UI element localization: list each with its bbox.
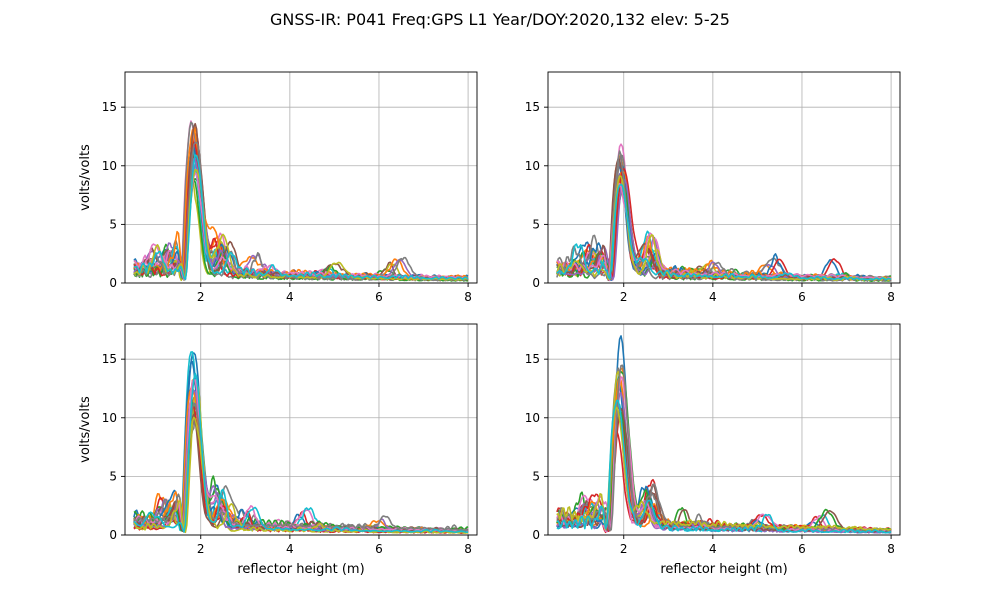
y-tick-label: 10: [525, 411, 540, 425]
x-tick-label: 8: [464, 290, 472, 304]
x-tick-label: 8: [887, 542, 895, 556]
panel-bottom-left: 2 4 6 8 0 5 10 15 reflector height (m) volts/volt…: [78, 323, 478, 577]
y-axis-label: volts/volts: [78, 396, 93, 463]
x-axis-label: reflector height (m): [660, 562, 787, 577]
series-line: [133, 169, 469, 281]
y-tick-label: 0: [109, 528, 117, 542]
y-tick-label: 0: [532, 276, 540, 290]
y-tick-label: 5: [109, 217, 117, 231]
x-tick-label: 6: [375, 542, 383, 556]
axes-frame: [124, 71, 478, 284]
axes-frame: [124, 323, 478, 536]
panels: 2 4 6 8 0 5 10 15 volts/volts 2 4 6 8 0 5 10 15 2 4 6 8 0 5 10 1…: [78, 71, 901, 577]
y-tick-label: 15: [525, 100, 540, 114]
series-line: [556, 183, 892, 281]
panel-top-left: 2 4 6 8 0 5 10 15 volts/volts: [78, 71, 478, 304]
axes-frame: [547, 71, 901, 284]
x-tick-label: 4: [286, 542, 294, 556]
series-group: [133, 120, 469, 282]
series-line: [133, 372, 469, 533]
panel-bottom-right: 2 4 6 8 0 5 10 15 reflector height (m): [525, 323, 901, 577]
y-tick-label: 5: [532, 469, 540, 483]
y-tick-label: 15: [525, 352, 540, 366]
x-tick-label: 4: [709, 290, 717, 304]
y-tick-label: 10: [102, 159, 117, 173]
x-tick-label: 6: [798, 290, 806, 304]
x-tick-label: 2: [620, 542, 628, 556]
y-axis-label: volts/volts: [78, 144, 93, 211]
x-tick-label: 4: [286, 290, 294, 304]
y-tick-label: 15: [102, 100, 117, 114]
series-group: [556, 143, 892, 282]
x-tick-label: 6: [798, 542, 806, 556]
series-line: [133, 154, 469, 281]
x-tick-label: 8: [887, 290, 895, 304]
y-tick-label: 0: [109, 276, 117, 290]
y-tick-label: 5: [109, 469, 117, 483]
x-tick-label: 2: [197, 290, 205, 304]
series-line: [556, 399, 892, 534]
series-group: [556, 335, 892, 534]
y-tick-label: 15: [102, 352, 117, 366]
x-tick-label: 4: [709, 542, 717, 556]
y-tick-label: 0: [532, 528, 540, 542]
series-line: [556, 364, 892, 532]
x-tick-label: 2: [620, 290, 628, 304]
figure-title: GNSS-IR: P041 Freq:GPS L1 Year/DOY:2020,…: [270, 10, 730, 29]
series-group: [133, 351, 469, 534]
y-tick-label: 10: [102, 411, 117, 425]
x-tick-label: 2: [197, 542, 205, 556]
panel-top-right: 2 4 6 8 0 5 10 15: [525, 71, 901, 304]
y-tick-label: 10: [525, 159, 540, 173]
axes-frame: [547, 323, 901, 536]
y-tick-label: 5: [532, 217, 540, 231]
x-tick-label: 8: [464, 542, 472, 556]
x-axis-label: reflector height (m): [237, 562, 364, 577]
x-tick-label: 6: [375, 290, 383, 304]
series-line: [133, 141, 469, 282]
